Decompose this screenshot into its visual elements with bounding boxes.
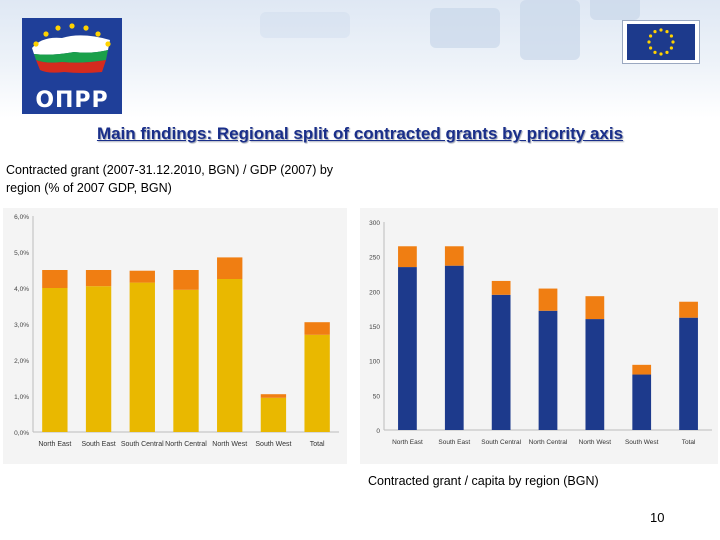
right-y-tick-label: 100 xyxy=(369,359,380,366)
left-bar-base xyxy=(304,334,330,432)
left-y-tick-label: 2,0% xyxy=(14,358,29,365)
right-bar-base xyxy=(444,265,464,430)
bulgaria-map-icon xyxy=(32,23,111,73)
left-x-tick-label: North West xyxy=(212,441,247,448)
left-y-tick-label: 6,0% xyxy=(14,214,29,221)
left-x-tick-label: North East xyxy=(38,441,71,448)
banner-decoration xyxy=(430,8,500,48)
right-bar-top xyxy=(585,296,605,320)
right-x-tick-label: North Central xyxy=(529,439,568,446)
left-bar-top xyxy=(85,270,112,287)
left-bar-top xyxy=(42,270,68,288)
left-y-tick-label: 4,0% xyxy=(14,286,29,293)
right-y-tick-label: 200 xyxy=(369,289,380,296)
left-x-tick-label: Total xyxy=(310,441,325,448)
left-bar-top xyxy=(260,394,287,398)
left-bar-base xyxy=(85,286,112,432)
right-bar-top xyxy=(398,246,417,268)
left-bar-base xyxy=(129,282,155,432)
slide-title: Main findings: Regional split of contrac… xyxy=(96,124,624,143)
eu-flag-icon xyxy=(627,24,695,60)
eu-flag xyxy=(622,20,700,64)
left-bar-top xyxy=(173,270,199,290)
right-x-tick-label: North West xyxy=(579,439,612,446)
banner-decoration xyxy=(520,0,580,60)
chart-grant-gdp-share: 0,0% 1,0% 2,0% 3,0% 4,0% 5,0% 6,0% North East So… xyxy=(3,208,347,464)
left-x-tick-label: South Central xyxy=(121,441,164,448)
chart-grant-per-capita: 0 50 100 150 200 250 300 North East South East So… xyxy=(360,208,718,464)
right-x-tick-label: South East xyxy=(438,439,470,446)
left-bar-base xyxy=(42,288,68,432)
left-y-tick-label: 0,0% xyxy=(14,430,29,437)
right-bar-base xyxy=(585,319,605,430)
left-bar-base xyxy=(173,289,199,432)
logo-text: ОПРР xyxy=(35,88,109,113)
right-bar-base xyxy=(632,374,652,430)
right-x-tick-label: South West xyxy=(625,439,659,446)
left-bar-top xyxy=(304,322,330,335)
left-bar-top xyxy=(129,270,155,283)
right-bar-base xyxy=(398,267,417,430)
right-bar-top xyxy=(491,280,511,295)
chart-right-svg: 0 50 100 150 200 250 300 North East South East So… xyxy=(369,220,712,446)
right-x-tick-label: North East xyxy=(392,439,423,446)
chart-left-subtitle: Contracted grant (2007-31.12.2010, BGN) … xyxy=(6,163,334,195)
left-x-tick-label: North Central xyxy=(165,441,207,448)
chart-left-svg: 0,0% 1,0% 2,0% 3,0% 4,0% 5,0% 6,0% North East So… xyxy=(14,214,339,448)
right-y-tick-label: 150 xyxy=(369,324,380,331)
left-bar-base xyxy=(217,279,243,432)
right-y-tick-label: 50 xyxy=(373,393,381,400)
right-bar-top xyxy=(632,364,652,375)
right-bar-top xyxy=(444,246,464,266)
right-x-tick-label: South Central xyxy=(481,439,521,446)
left-x-tick-label: South East xyxy=(81,441,115,448)
right-y-tick-label: 300 xyxy=(369,220,380,227)
left-x-tick-label: South West xyxy=(255,441,291,448)
right-bar-base xyxy=(491,294,511,430)
left-bar-base xyxy=(260,397,287,432)
left-y-tick-label: 5,0% xyxy=(14,250,29,257)
page-number: 10 xyxy=(650,510,665,525)
right-y-tick-label: 0 xyxy=(376,428,380,435)
banner-decoration xyxy=(590,0,640,20)
right-x-tick-label: Total xyxy=(682,439,696,446)
right-bar-top xyxy=(679,301,698,318)
right-y-tick-label: 250 xyxy=(369,255,380,262)
right-bar-base xyxy=(679,317,698,430)
chart-right-caption: Contracted grant / capita by region (BGN… xyxy=(368,474,599,488)
right-bar-top xyxy=(538,288,558,311)
right-bar-base xyxy=(538,310,558,430)
banner-decoration xyxy=(260,12,350,38)
program-logo: ОПРР xyxy=(22,18,122,114)
left-y-tick-label: 1,0% xyxy=(14,394,29,401)
left-bar-top xyxy=(217,257,243,279)
left-y-tick-label: 3,0% xyxy=(14,322,29,329)
